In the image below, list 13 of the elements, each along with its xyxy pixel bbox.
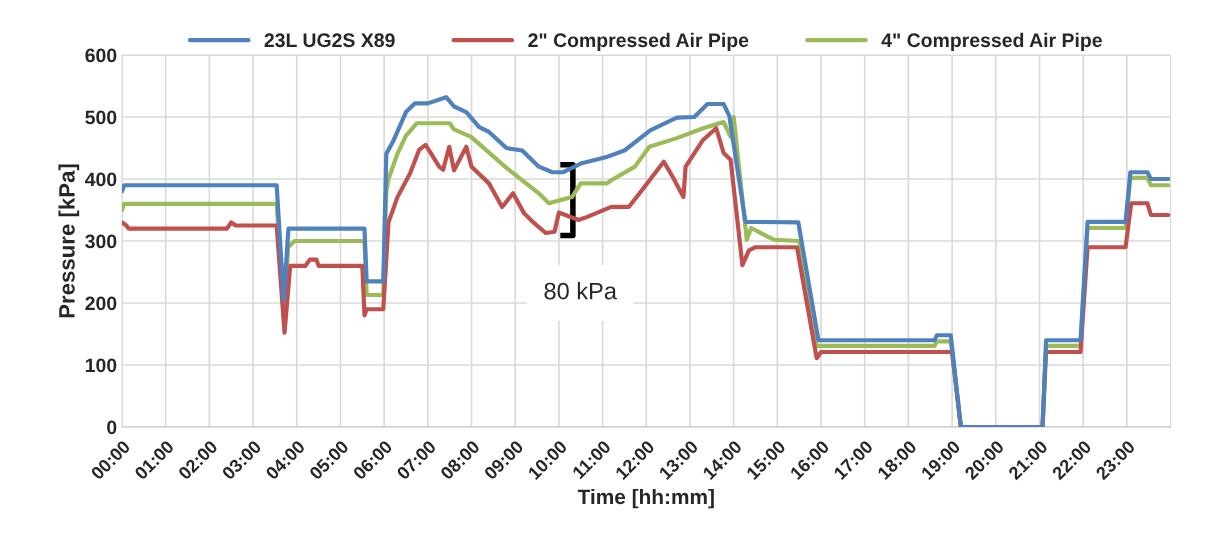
legend-label: 23L UG2S X89: [264, 33, 395, 48]
y-tick-label: 300: [85, 234, 117, 249]
x-axis-title: Time [hh:mm]: [577, 488, 714, 509]
y-tick-label: 0: [107, 420, 117, 435]
y-axis-title: Pressure [kPa]: [58, 164, 80, 318]
legend-label: 2" Compressed Air Pipe: [528, 32, 749, 51]
y-tick-label: 600: [85, 48, 117, 63]
y-tick-label: 500: [85, 110, 117, 125]
y-tick-label: 100: [85, 358, 117, 373]
y-tick-label: 200: [85, 296, 117, 311]
legend-label: 4" Compressed Air Pipe: [881, 32, 1102, 51]
annotation: 80 kPa: [544, 282, 617, 300]
y-tick-label: 400: [85, 172, 117, 187]
